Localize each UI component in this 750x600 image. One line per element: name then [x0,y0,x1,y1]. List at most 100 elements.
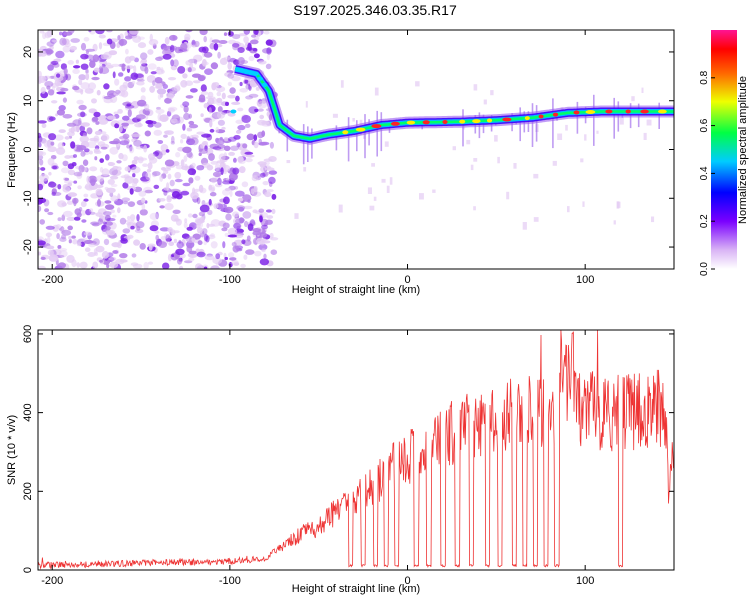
noise-blob [144,130,151,137]
noise-blob [127,109,132,118]
noise-blob [138,121,142,128]
noise-blob [165,234,171,243]
noise-blob [73,171,83,177]
noise-blob [196,251,206,258]
noise-blob [125,48,129,55]
noise-blob [94,156,98,161]
noise-blob [191,237,196,242]
noise-blob [213,203,219,209]
spectrogram-xlabel: Height of straight line (km) [292,284,420,296]
noise-blob [169,179,175,187]
noise-blob [158,198,166,202]
snr-ylabel: SNR (10 * v/v) [6,415,18,485]
spectrogram-content [38,30,674,269]
noise-blob [246,133,255,141]
noise-blob [115,89,121,94]
noise-blob [250,188,255,195]
noise-blob [192,233,201,240]
noise-blob [241,115,251,123]
noise-blob [419,193,424,200]
noise-blob [83,231,92,236]
noise-blob [271,193,277,200]
noise-blob [109,146,119,155]
noise-blob [191,162,196,168]
noise-blob [222,110,231,114]
noise-blob [38,251,42,256]
noise-blob [247,199,251,203]
y-tick-label: 0 [22,567,34,573]
noise-blob [215,137,225,146]
noise-blob [76,242,82,247]
noise-blob [596,130,599,134]
noise-blob [265,219,273,225]
noise-blob [247,223,254,232]
noise-blob [646,119,652,126]
noise-blob [243,36,249,44]
noise-blob [232,245,240,253]
noise-blob [153,129,163,136]
noise-blob [61,234,67,240]
noise-blob [98,118,108,125]
noise-blob [129,188,134,195]
noise-blob [133,239,141,246]
noise-blob [61,167,70,174]
noise-blob [222,222,230,229]
noise-blob [228,39,237,45]
noise-blob [112,250,119,254]
noise-blob [94,130,102,136]
noise-blob [121,122,129,127]
noise-blob [162,262,170,269]
ridge-streak [535,105,538,142]
noise-blob [114,123,120,129]
noise-blob [258,208,265,213]
noise-blob [57,262,66,269]
noise-blob [62,186,71,193]
noise-blob [111,242,121,248]
noise-blob [147,162,153,170]
noise-blob [39,219,45,225]
noise-blob [51,188,57,195]
noise-blob [52,165,58,170]
noise-blob [483,99,487,105]
noise-blob [175,151,181,158]
noise-blob [120,90,129,98]
noise-blob [69,45,77,51]
noise-blob [217,106,223,113]
noise-blob [157,140,164,144]
colorbar: 0.0 0.2 0.4 0.6 0.8 Normalized spectral ampl… [699,30,749,276]
noise-blob [135,221,145,229]
noise-blob [89,208,94,213]
noise-blob [239,166,246,174]
noise-blob [173,59,179,67]
noise-blob [163,186,170,191]
ridge-layer [234,67,674,141]
noise-blob [107,161,114,166]
noise-blob [263,253,267,259]
noise-blob [490,90,494,96]
y-tick-label: -10 [22,190,34,206]
x-tick-label: 100 [576,575,594,587]
noise-blob [236,130,241,134]
noise-blob [210,233,215,237]
y-tick-label: -20 [22,239,34,255]
noise-blob [201,46,209,54]
noise-blob [182,123,186,131]
noise-blob [237,156,244,163]
noise-blob [47,236,51,244]
noise-blob [117,207,121,214]
noise-blob [89,166,98,172]
noise-blob [170,118,178,124]
noise-blob [98,34,106,39]
noise-blob [266,53,270,61]
noise-blob [186,150,193,158]
noise-blob [196,219,202,227]
noise-blob [112,165,119,170]
noise-blob [88,30,92,33]
noise-blob [506,191,510,200]
noise-blob [249,219,256,227]
noise-blob [208,198,212,206]
noise-blob [91,116,97,123]
noise-blob [260,166,267,173]
